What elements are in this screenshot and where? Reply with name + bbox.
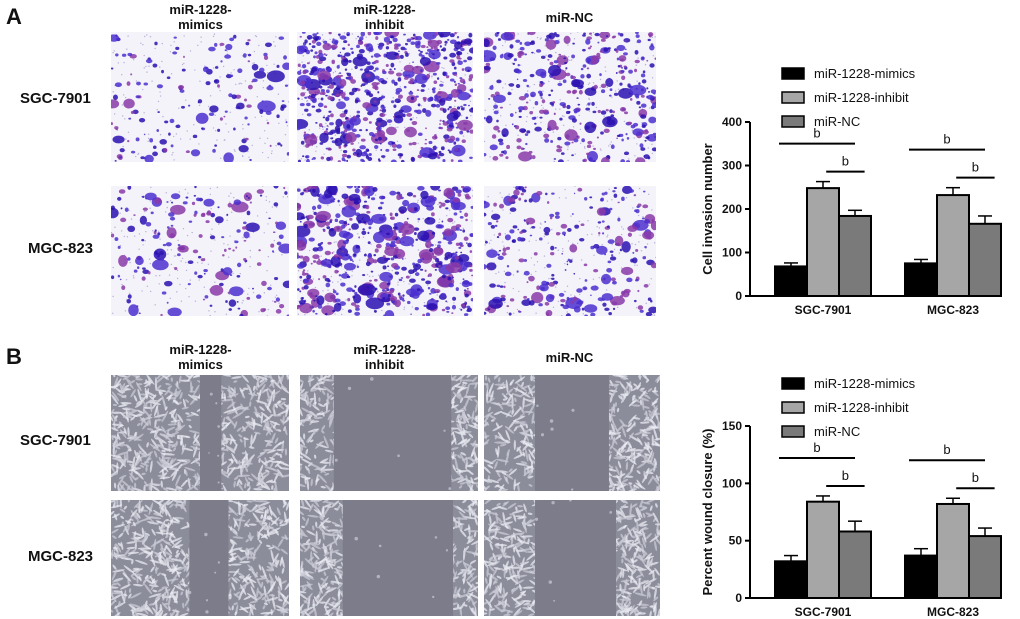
micrograph-b-mgc-mimics	[111, 500, 289, 616]
col-label-a-inhibit: miR-1228- inhibit	[353, 2, 416, 32]
bar-0-0	[774, 265, 808, 297]
wound-closure-bar-chart: miR-1228-mimics miR-1228-inhibit miR-NC 0 50…	[700, 376, 1002, 619]
col-label-a-mimics: miR-1228- mimics	[169, 2, 232, 32]
y-tick-label: 200	[722, 202, 742, 216]
micrograph-a-mgc-inhibit	[297, 186, 473, 316]
col-label-a-nc: miR-NC	[545, 10, 594, 25]
x-tick-label: SGC-7901	[795, 303, 852, 317]
legend-label-1: miR-1228-inhibit	[814, 400, 909, 415]
sig-label: b	[972, 160, 979, 175]
sig-label: b	[943, 132, 950, 147]
y-tick-label: 0	[735, 289, 742, 303]
bar-0-0	[774, 560, 808, 600]
row-label-a-sgc: SGC-7901	[20, 90, 91, 107]
sig-label: b	[972, 470, 979, 485]
legend-swatch-2	[781, 115, 805, 128]
legend-label-0: miR-1228-mimics	[814, 66, 916, 81]
y-axis-label: Cell invasion number	[700, 143, 715, 274]
y-tick-label: 100	[722, 476, 742, 490]
bar-1-1	[936, 502, 970, 599]
x-tick-label: MGC-823	[927, 605, 979, 619]
sig-label: b	[813, 126, 820, 141]
legend-swatch-1	[781, 401, 805, 414]
row-label-b-mgc: MGC-823	[28, 548, 94, 565]
micrograph-a-sgc-nc	[484, 32, 656, 162]
micrograph-b-sgc-inhibit	[300, 375, 478, 491]
micrograph-b-mgc-nc	[484, 500, 660, 616]
legend-swatch-0	[781, 377, 805, 390]
bar-1-1	[936, 194, 970, 297]
y-tick-label: 100	[722, 246, 742, 260]
bar-0-1	[806, 187, 840, 297]
bar-0-1	[806, 500, 840, 599]
sig-label: b	[842, 468, 849, 483]
bar-1-2	[968, 222, 1002, 297]
legend-swatch-1	[781, 91, 805, 104]
panel-a-letter: A	[6, 4, 22, 29]
micrograph-a-sgc-inhibit	[297, 32, 473, 162]
legend-swatch-2	[781, 425, 805, 438]
bar-0-2	[838, 214, 872, 298]
col-label-b-nc: miR-NC	[545, 350, 594, 365]
y-axis-label: Percent wound closure (%)	[700, 429, 715, 596]
row-label-b-sgc: SGC-7901	[20, 432, 91, 449]
y-tick-label: 300	[722, 159, 742, 173]
micrograph-b-mgc-inhibit	[300, 500, 478, 616]
invasion-bar-chart: miR-1228-mimics miR-1228-inhibit miR-NC 0 10…	[700, 66, 1002, 317]
sig-label: b	[943, 442, 950, 457]
micrograph-b-sgc-mimics	[111, 375, 289, 491]
legend-label-2: miR-NC	[814, 424, 860, 439]
col-label-b-inhibit: miR-1228- inhibit	[353, 342, 416, 372]
panel-b-letter: B	[6, 344, 22, 369]
col-label-b-mimics: miR-1228- mimics	[169, 342, 232, 372]
legend-label-2: miR-NC	[814, 114, 860, 129]
micrograph-a-mgc-nc	[484, 186, 656, 316]
bar-0-2	[838, 530, 872, 599]
micrograph-a-mgc-mimics	[111, 186, 289, 316]
bar-1-0	[904, 554, 938, 599]
legend-swatch-0	[781, 67, 805, 80]
legend-label-0: miR-1228-mimics	[814, 376, 916, 391]
y-tick-label: 50	[729, 534, 743, 548]
y-tick-label: 0	[735, 591, 742, 605]
y-tick-label: 150	[722, 419, 742, 433]
micrograph-b-sgc-nc	[484, 375, 660, 491]
sig-label: b	[842, 154, 849, 169]
micrograph-a-sgc-mimics	[111, 32, 289, 162]
legend-label-1: miR-1228-inhibit	[814, 90, 909, 105]
bar-1-0	[904, 262, 938, 297]
x-tick-label: MGC-823	[927, 303, 979, 317]
row-label-a-mgc: MGC-823	[28, 240, 94, 257]
y-tick-label: 400	[722, 115, 742, 129]
sig-label: b	[813, 440, 820, 455]
bar-1-2	[968, 535, 1002, 599]
x-tick-label: SGC-7901	[795, 605, 852, 619]
